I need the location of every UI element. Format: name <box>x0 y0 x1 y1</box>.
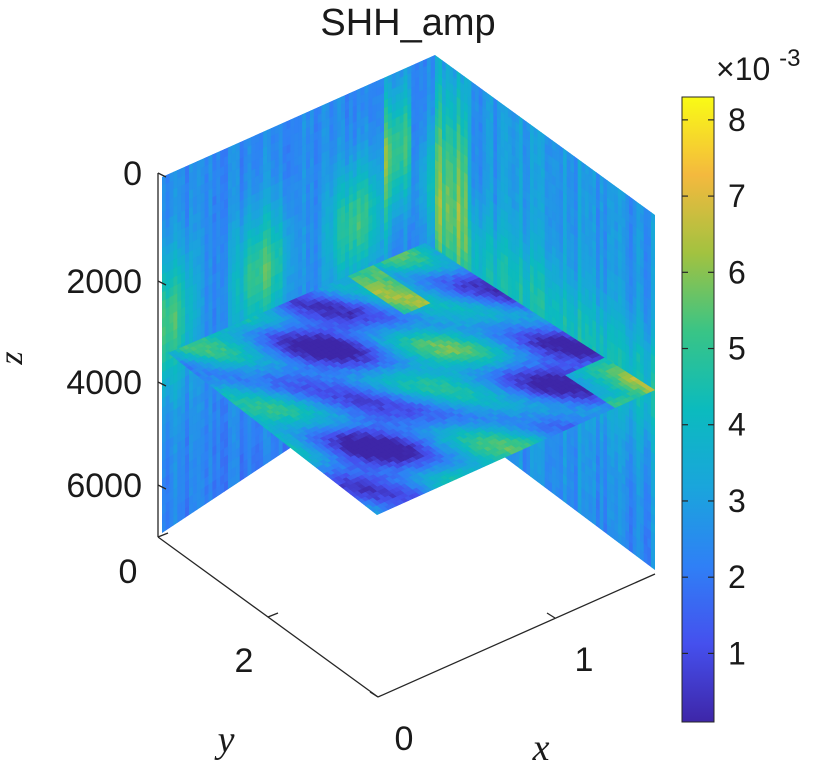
chart-title: SHH_amp <box>320 2 495 44</box>
